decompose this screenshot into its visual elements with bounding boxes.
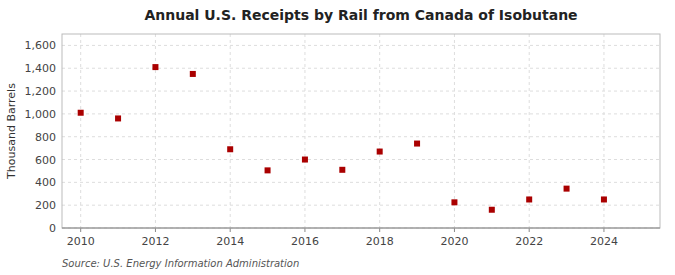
y-tick-label: 600: [35, 154, 56, 167]
y-grid-line: [62, 182, 660, 183]
y-tick-label: 200: [35, 199, 56, 212]
x-grid-line: [155, 34, 156, 228]
x-tick-label: 2012: [141, 235, 169, 248]
x-tick: [80, 228, 81, 232]
x-tick: [454, 228, 455, 232]
x-tick-label: 2010: [67, 235, 95, 248]
grid: [62, 34, 660, 228]
x-grid-line: [304, 34, 305, 228]
x-tick: [230, 228, 231, 232]
plot-frame: [62, 34, 660, 228]
y-grid-line: [62, 228, 660, 229]
point: [414, 141, 420, 147]
y-tick-label: 400: [35, 176, 56, 189]
point: [190, 71, 196, 77]
chart-container: 0 200 400 600 800 1,000 1,200 1,400 1,600 2010 201…: [0, 0, 675, 275]
point: [78, 110, 84, 116]
point: [489, 207, 495, 213]
x-tick: [155, 228, 156, 232]
y-grid-line: [62, 113, 660, 114]
x-tick-label: 2024: [590, 235, 618, 248]
point: [339, 167, 345, 173]
x-grid-line: [80, 34, 81, 228]
y-tick-label: 800: [35, 131, 56, 144]
source-note: Source: U.S. Energy Information Administ…: [62, 258, 299, 269]
y-grid-line: [62, 205, 660, 206]
x-tick: [603, 228, 604, 232]
y-tick-label: 1,400: [25, 62, 57, 75]
point: [601, 196, 607, 202]
x-tick-label: 2020: [440, 235, 468, 248]
y-tick-label: 1,200: [25, 85, 57, 98]
point: [302, 157, 308, 163]
x-tick-label: 2018: [366, 235, 394, 248]
title: Annual U.S. Receipts by Rail from Canada…: [144, 7, 577, 23]
point: [564, 186, 570, 192]
point: [377, 149, 383, 155]
y-grid-line: [62, 91, 660, 92]
x-grid-line: [454, 34, 455, 228]
x-tick-label: 2016: [291, 235, 319, 248]
y-tick-label: 0: [49, 222, 56, 235]
point: [526, 196, 532, 202]
point: [265, 167, 271, 173]
y-tick-label: 1,000: [25, 108, 57, 121]
x-grid-line: [379, 34, 380, 228]
x-axis-line: [62, 228, 660, 229]
x-tick-label: 2014: [216, 235, 244, 248]
x-tick: [379, 228, 380, 232]
y-tick-label: 1,600: [25, 39, 57, 52]
point: [451, 199, 457, 205]
point: [115, 115, 121, 121]
points: [78, 64, 607, 213]
y-grid-line: [62, 68, 660, 69]
x-tick-label: 2022: [515, 235, 543, 248]
point: [152, 64, 158, 70]
chart: 0 200 400 600 800 1,000 1,200 1,400 1,600 2010 201…: [0, 0, 675, 275]
y-grid-line: [62, 136, 660, 137]
x-grid-line: [230, 34, 231, 228]
y-axis-label: Thousand Barrels: [5, 83, 18, 180]
x-tick: [304, 228, 305, 232]
axes: 0 200 400 600 800 1,000 1,200 1,400 1,600 2010 201…: [25, 34, 661, 248]
y-grid-line: [62, 159, 660, 160]
y-grid-line: [62, 45, 660, 46]
x-tick: [529, 228, 530, 232]
point: [227, 146, 233, 152]
